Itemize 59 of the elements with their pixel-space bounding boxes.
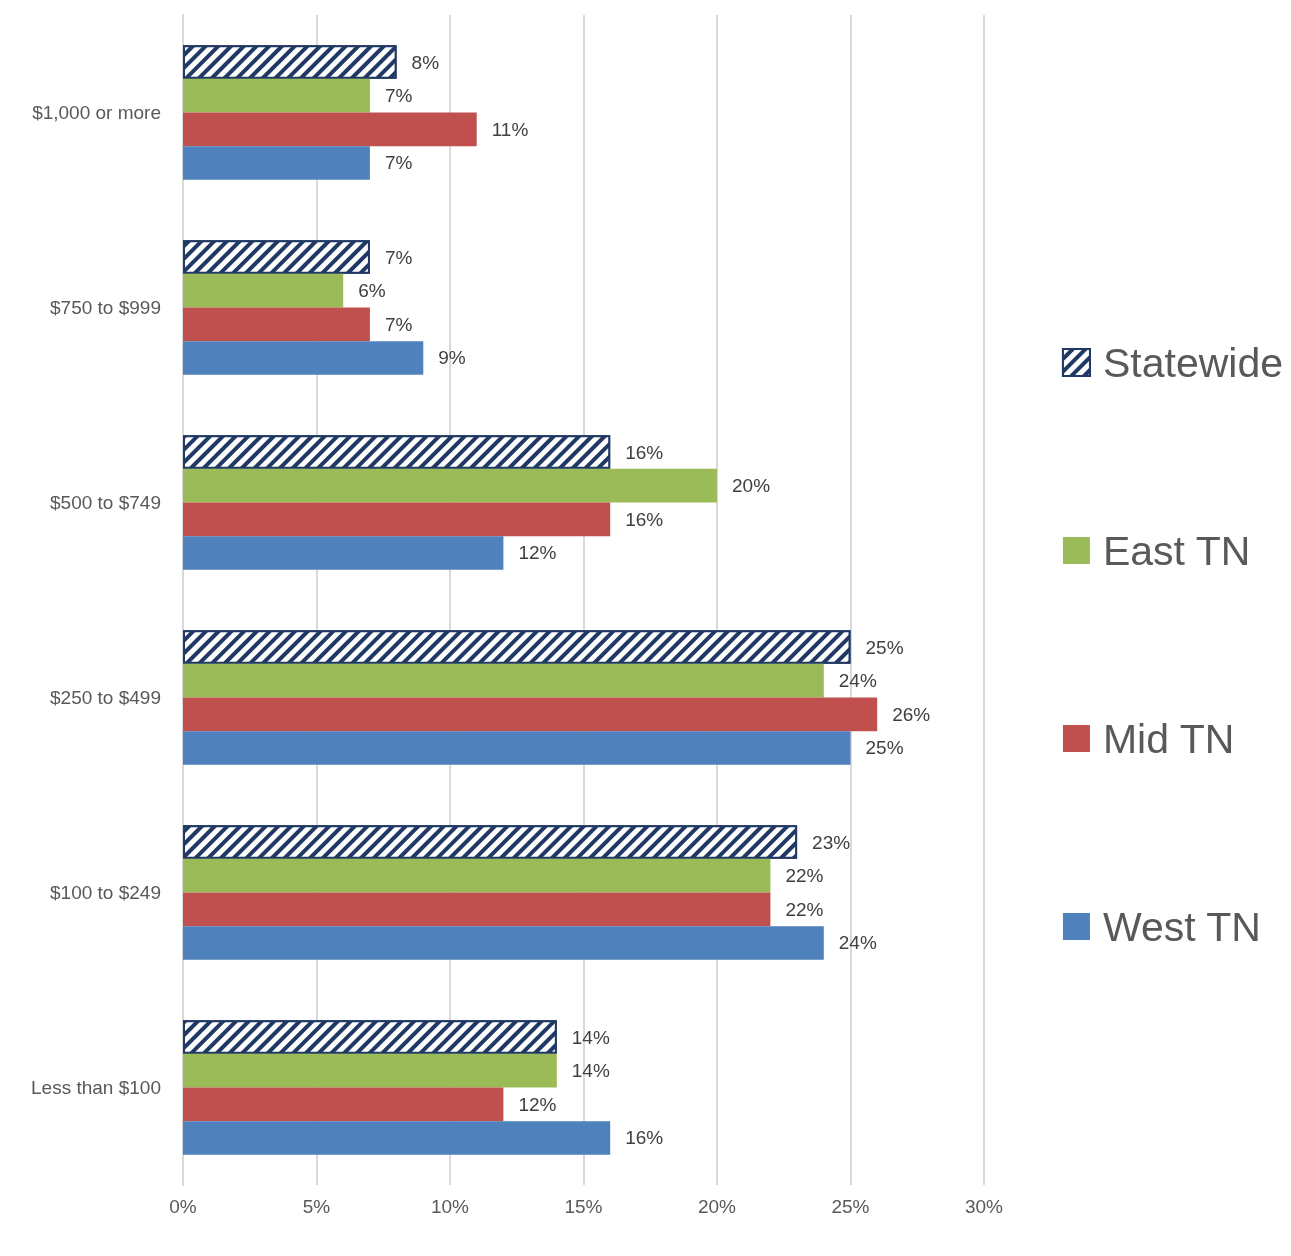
x-tick-label: 10%	[430, 1196, 470, 1217]
x-tick-label: 0%	[169, 1196, 197, 1217]
data-label: 22%	[785, 865, 824, 887]
legend-label: West TN	[1102, 903, 1261, 950]
bar	[183, 1053, 557, 1088]
data-label: 14%	[571, 1026, 610, 1048]
bar	[183, 1121, 611, 1155]
data-label: 24%	[838, 932, 877, 954]
bar	[183, 892, 771, 927]
legend-label: East TN	[1102, 527, 1251, 574]
bar	[183, 731, 851, 765]
bar	[183, 112, 477, 147]
data-label: 25%	[865, 636, 904, 658]
data-label: 14%	[571, 1060, 610, 1082]
data-label: 16%	[625, 1127, 664, 1149]
data-label: 16%	[625, 441, 664, 463]
bar	[183, 341, 424, 375]
data-label: 7%	[384, 85, 413, 107]
bar	[183, 146, 370, 180]
bar	[183, 926, 824, 960]
data-label: 7%	[384, 313, 413, 335]
bar	[183, 1087, 504, 1122]
x-tick-label: 25%	[831, 1196, 870, 1217]
bar	[183, 468, 717, 503]
x-tick-label: 30%	[964, 1196, 1004, 1217]
y-tick-label: $1,000 or more	[32, 102, 161, 123]
data-label: 11%	[491, 118, 529, 140]
data-label: 26%	[892, 703, 931, 725]
data-label: 23%	[812, 831, 851, 853]
x-tick-label: 20%	[697, 1196, 737, 1217]
bar	[183, 502, 611, 537]
data-label: 25%	[865, 737, 904, 759]
bar	[183, 273, 344, 308]
x-tick-label: 15%	[564, 1196, 603, 1217]
y-tick-label: $500 to $749	[50, 492, 161, 513]
bar	[183, 536, 504, 570]
data-label: 7%	[384, 152, 413, 174]
data-label: 20%	[732, 475, 771, 497]
data-label: 9%	[438, 347, 466, 369]
data-label: 12%	[518, 1093, 557, 1115]
y-tick-label: $750 to $999	[50, 297, 161, 318]
data-label: 22%	[785, 898, 824, 920]
bar	[183, 78, 370, 113]
y-tick-label: $250 to $499	[50, 687, 161, 708]
bar	[183, 858, 771, 893]
y-tick-label: $100 to $249	[50, 882, 161, 903]
x-tick-label: 5%	[302, 1196, 331, 1217]
legend-label: Mid TN	[1102, 715, 1235, 762]
data-label: 16%	[625, 508, 664, 530]
legend-label: Statewide	[1102, 339, 1284, 386]
data-label: 6%	[358, 280, 386, 302]
bar	[183, 663, 824, 698]
data-label: 7%	[384, 246, 413, 268]
bar	[183, 697, 878, 732]
y-tick-label: Less than $100	[31, 1077, 161, 1098]
data-label: 12%	[518, 542, 557, 564]
bar	[183, 307, 370, 342]
data-label: 8%	[411, 51, 440, 73]
data-label: 24%	[838, 670, 877, 692]
